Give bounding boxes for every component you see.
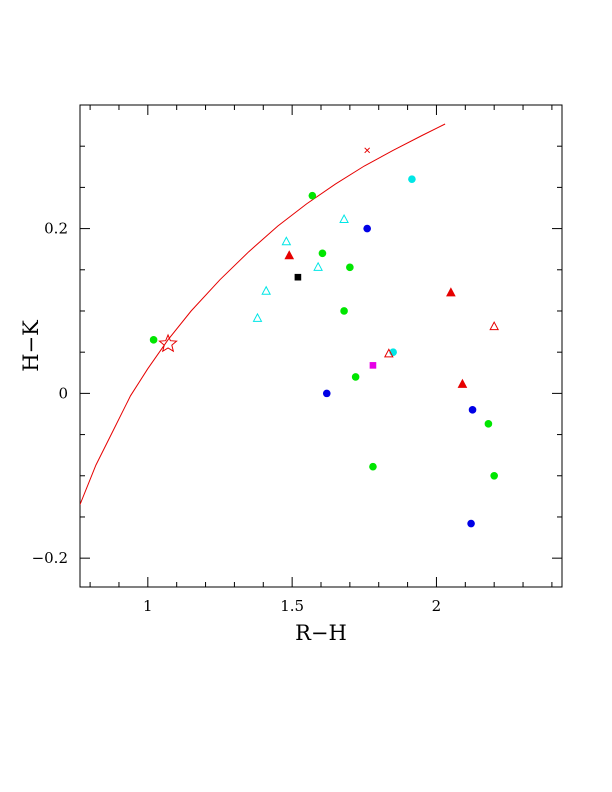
- model-curve-layer: [80, 123, 446, 505]
- x-tick-label: 2: [432, 597, 442, 615]
- red-filled-triangle-point: [284, 250, 295, 260]
- red-cross-point: [364, 147, 371, 154]
- blue-filled-circle-point: [467, 519, 475, 528]
- cyan-open-triangle-point: [261, 285, 271, 295]
- y-tick-label: 0.2: [44, 220, 68, 238]
- plot-frame: [79, 104, 563, 588]
- green-filled-circle-point: [308, 191, 317, 200]
- cyan-open-triangle-point: [339, 213, 349, 224]
- data-points: [149, 147, 500, 528]
- green-filled-circle-point: [369, 462, 377, 471]
- black-filled-square-point: [294, 273, 302, 281]
- blue-filled-circle-point: [468, 406, 477, 414]
- cyan-filled-circle-point: [408, 175, 416, 183]
- blue-filled-circle-point: [363, 224, 371, 233]
- red-open-triangle-point: [489, 321, 500, 331]
- red-open-star-point: [158, 333, 178, 353]
- blue-filled-circle-point: [322, 389, 331, 398]
- green-filled-circle-point: [351, 373, 360, 381]
- green-filled-circle-point: [149, 336, 158, 344]
- x-axis-label: R−H: [295, 621, 347, 645]
- y-tick-label: −0.2: [32, 549, 68, 567]
- y-axis-label: H−K: [19, 320, 43, 372]
- magenta-filled-square-point: [369, 362, 377, 369]
- red-filled-triangle-point: [457, 378, 468, 388]
- x-tick-label: 1.5: [280, 597, 304, 615]
- cyan-open-triangle-point: [313, 261, 323, 271]
- green-filled-circle-point: [340, 307, 348, 315]
- y-tick-label: 0: [58, 384, 68, 402]
- cyan-open-triangle-point: [252, 312, 263, 322]
- tick-labels: 1 1.5 2 −0.2 0 0.2: [32, 220, 442, 615]
- x-tick-label: 1: [143, 597, 153, 615]
- red-filled-triangle-point: [446, 287, 456, 297]
- red-open-triangle-point: [383, 348, 394, 358]
- green-filled-circle-point: [484, 420, 493, 428]
- axis-ticks: [80, 104, 562, 587]
- green-filled-circle-point: [318, 249, 327, 258]
- green-filled-circle-point: [346, 263, 354, 272]
- green-filled-circle-point: [490, 471, 498, 480]
- cyan-open-triangle-point: [281, 236, 292, 246]
- model-curve: [80, 123, 446, 505]
